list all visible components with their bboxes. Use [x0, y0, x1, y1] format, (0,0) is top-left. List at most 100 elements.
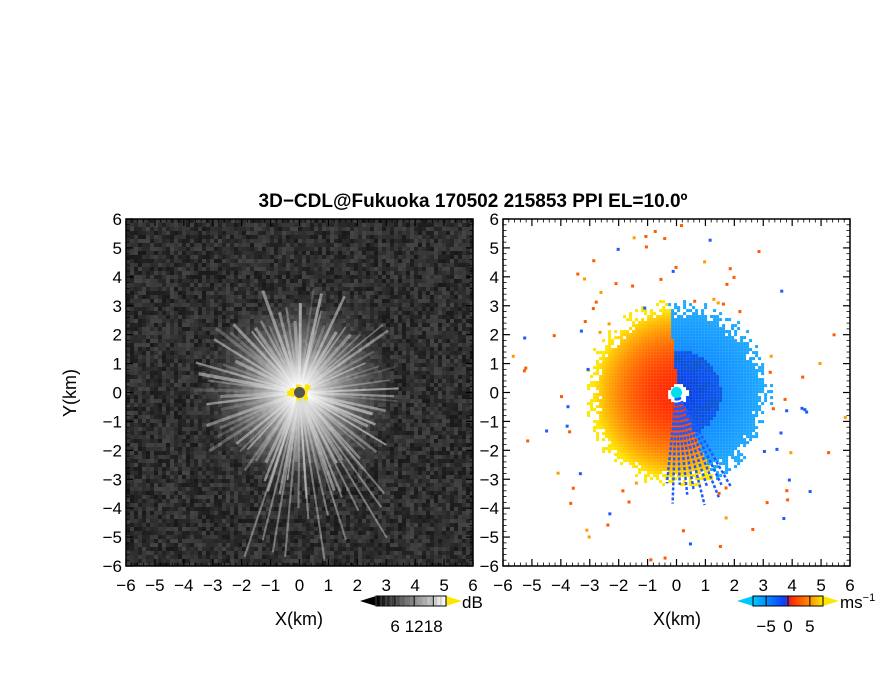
intensity-streak [293, 320, 302, 393]
intensity-streak [299, 362, 366, 394]
intensity-core [305, 385, 310, 390]
velocity-speckle [523, 336, 527, 340]
x-tick-label: −3 [203, 576, 222, 595]
velocity-speckle [779, 431, 783, 435]
intensity-streak [298, 392, 338, 464]
y-tick-label: −3 [103, 470, 122, 489]
velocity-speckle [585, 528, 589, 532]
velocity-speckle [524, 366, 528, 370]
intensity-streak [298, 392, 347, 541]
velocity-speckle [703, 260, 707, 264]
colorbar-tick-label: 5 [805, 617, 814, 636]
x-tick-label: −4 [551, 576, 570, 595]
intensity-streak [298, 391, 387, 446]
colorbar-velocity: ms−1 −5 0 5 [737, 592, 875, 636]
velocity-speckle [724, 516, 728, 520]
y-tick-label: −5 [103, 528, 122, 547]
velocity-heatmap [511, 224, 847, 562]
intensity-streak [259, 320, 301, 394]
x-tick-label: 6 [468, 576, 477, 595]
intensity-streak [213, 338, 301, 394]
colorbar-tick-label: 18 [424, 617, 443, 636]
intensity-streak [298, 391, 336, 492]
y-tick-label: −5 [480, 528, 499, 547]
intensity-streak [239, 391, 301, 453]
velocity-speckle [586, 367, 590, 371]
intensity-streak [271, 392, 301, 553]
colorbar-unit: dB [462, 593, 483, 612]
intensity-streak [278, 392, 301, 495]
y-tick-label: −4 [480, 499, 499, 518]
intensity-streak [298, 392, 321, 470]
velocity-speckle [592, 259, 596, 263]
velocity-speckle [526, 439, 530, 443]
velocity-speckle [712, 297, 716, 301]
y-tick-label: 5 [490, 239, 499, 258]
velocity-speckle [775, 447, 779, 451]
intensity-streak [298, 326, 347, 394]
x-tick-label: −2 [609, 576, 628, 595]
intensity-streak [285, 307, 301, 393]
x-tick-label: 4 [410, 576, 419, 595]
intensity-streak [299, 391, 398, 403]
velocity-speckle [571, 486, 575, 490]
x-tick-labels-intensity: −6 −5 −4 −3 −2 −1 0 1 2 3 4 5 6 [116, 576, 477, 595]
velocity-speckle [594, 300, 598, 304]
velocity-speckle [716, 301, 720, 305]
intensity-streak [219, 391, 301, 430]
velocity-speckle [608, 512, 612, 516]
velocity-speckle [832, 333, 836, 337]
intensity-streak [198, 372, 300, 395]
velocity-speckle [780, 289, 784, 293]
intensity-core [296, 396, 301, 401]
intensity-streak [207, 379, 300, 394]
velocity-speckle [688, 542, 692, 546]
axis-ticks-velocity [502, 218, 851, 567]
velocity-speckle [559, 395, 563, 399]
y-tick-label: −6 [480, 557, 499, 576]
colorbar-tick-label: 6 [390, 617, 399, 636]
intensity-streak [284, 392, 301, 557]
velocity-speckle [762, 450, 766, 454]
velocity-speckle [785, 409, 789, 413]
x-tick-label: 3 [382, 576, 391, 595]
intensity-streak [298, 391, 385, 495]
velocity-speckle [552, 334, 556, 338]
intensity-streak [298, 293, 323, 393]
velocity-speckle [843, 415, 847, 419]
radar-center-marker [671, 387, 682, 398]
intensity-streak [298, 391, 378, 454]
velocity-speckle [771, 407, 775, 411]
x-tick-label: 2 [353, 576, 362, 595]
x-tick-label: −2 [232, 576, 251, 595]
intensity-streak [299, 366, 396, 394]
velocity-speckle [786, 498, 790, 502]
intensity-streak [299, 391, 376, 426]
velocity-speckle [582, 277, 586, 281]
y-tick-labels-intensity: 6 5 4 3 2 1 0 −1 −2 −3 −4 −5 −6 [103, 210, 122, 576]
intensity-streak [299, 387, 399, 394]
x-tick-label: −3 [580, 576, 599, 595]
velocity-speckle [751, 527, 755, 531]
y-tick-label: 4 [490, 268, 499, 287]
y-tick-labels-velocity: 6 5 4 3 2 1 0 −1 −2 −3 −4 −5 −6 [480, 210, 499, 576]
intensity-streak [229, 331, 301, 394]
velocity-streak [675, 392, 706, 506]
velocity-speckle [631, 284, 635, 288]
y-tick-label: 6 [490, 210, 499, 229]
y-tick-label: −2 [103, 441, 122, 460]
axis-ticks-intensity [125, 218, 474, 567]
intensity-core [303, 396, 308, 401]
x-tick-label: −4 [174, 576, 193, 595]
x-tick-label: −1 [261, 576, 280, 595]
y-tick-label: −6 [103, 557, 122, 576]
intensity-streak [299, 391, 387, 413]
y-tick-label: 2 [113, 326, 122, 345]
intensity-core [287, 390, 292, 395]
velocity-speckle [757, 250, 761, 254]
x-tick-label: −6 [116, 576, 135, 595]
intensity-streak [298, 288, 315, 393]
y-tick-label: −3 [480, 470, 499, 489]
intensity-streak [298, 392, 343, 498]
